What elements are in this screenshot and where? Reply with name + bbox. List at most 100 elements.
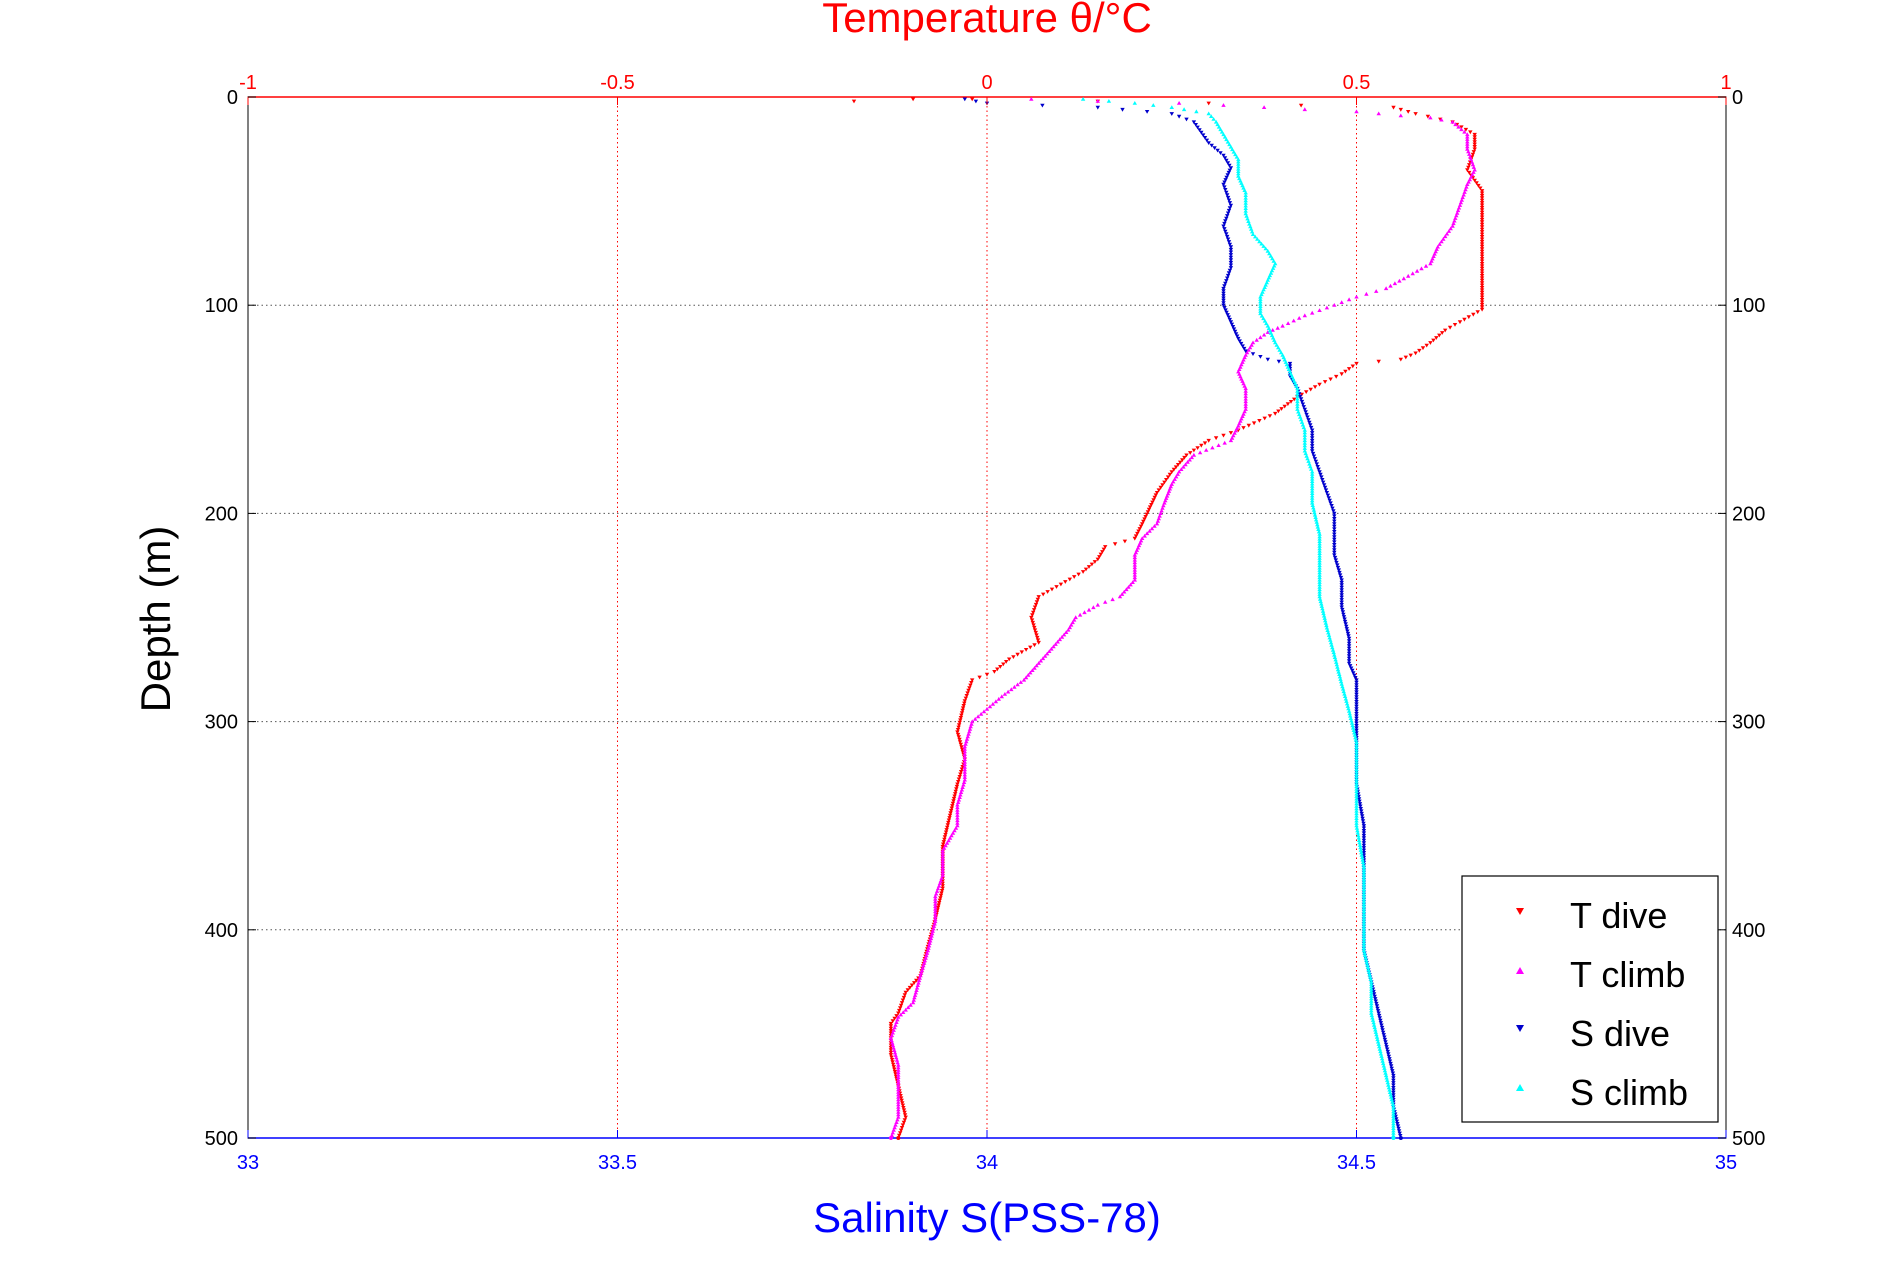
data-point [1295, 399, 1300, 404]
data-point [1219, 129, 1225, 134]
data-point [1361, 841, 1367, 845]
data-point [1431, 338, 1436, 343]
data-point [1253, 234, 1258, 239]
data-point [1370, 1015, 1375, 1020]
data-point [1391, 1126, 1396, 1130]
data-point [1307, 461, 1312, 466]
data-point [1228, 266, 1234, 270]
data-point [1479, 257, 1485, 261]
data-point [1248, 224, 1253, 229]
data-point [1367, 972, 1372, 977]
data-point [894, 1014, 899, 1018]
data-point [1354, 361, 1359, 366]
data-point [1361, 831, 1367, 836]
data-point [1387, 1057, 1392, 1061]
data-point [1270, 256, 1275, 261]
data-point [937, 898, 942, 903]
data-point [958, 792, 963, 797]
data-point [1236, 166, 1241, 171]
data-point [1470, 152, 1476, 157]
data-point [1385, 1049, 1390, 1054]
data-point [1246, 348, 1251, 352]
data-point [1310, 431, 1315, 435]
data-point [1310, 451, 1316, 456]
data-point [1373, 997, 1378, 1001]
data-point [1389, 1064, 1394, 1069]
data-point [1471, 312, 1476, 317]
data-point [1385, 1080, 1390, 1085]
data-point [1479, 286, 1485, 290]
data-point [1310, 486, 1315, 491]
data-point [1324, 491, 1330, 495]
data-point [1222, 134, 1228, 139]
data-point [911, 998, 916, 1002]
data-point [1295, 386, 1300, 391]
data-point [954, 784, 960, 789]
temperature-tick-label: 0.5 [1343, 72, 1371, 94]
data-point [1257, 419, 1262, 423]
data-point [1317, 580, 1322, 584]
data-point [1359, 811, 1364, 816]
data-point [893, 1122, 898, 1127]
data-point [1479, 196, 1485, 201]
data-point [1083, 567, 1089, 572]
data-point [1332, 532, 1337, 537]
data-point [1465, 142, 1470, 146]
data-point [1381, 1033, 1386, 1037]
data-point [1467, 154, 1473, 159]
data-point [943, 830, 949, 835]
data-point [1354, 750, 1359, 754]
data-point [1373, 999, 1378, 1004]
data-point [1332, 545, 1337, 550]
data-point [1353, 676, 1358, 680]
data-point [1213, 119, 1219, 124]
data-point [1174, 474, 1179, 479]
x-axis-label: Salinity S(PSS-78) [813, 1194, 1161, 1241]
data-point [1380, 1058, 1385, 1063]
data-point [1328, 638, 1333, 642]
data-point [949, 808, 954, 813]
data-point [930, 929, 935, 933]
data-point [1258, 335, 1263, 340]
data-point [892, 1016, 897, 1021]
data-point [1223, 178, 1228, 182]
data-point [1369, 979, 1374, 984]
data-point [1306, 459, 1311, 463]
data-point [891, 1065, 896, 1069]
data-point [962, 699, 967, 703]
data-point [1364, 960, 1369, 965]
data-point [1355, 830, 1360, 835]
data-point [891, 1028, 896, 1032]
data-point [1057, 637, 1062, 642]
data-point [1310, 491, 1315, 495]
data-point [1330, 506, 1335, 511]
data-point [896, 1097, 901, 1102]
data-point [892, 1048, 897, 1052]
data-point [962, 775, 967, 779]
data-point [962, 754, 967, 759]
data-point [1184, 117, 1189, 122]
data-point [940, 886, 945, 891]
data-point [1310, 474, 1315, 479]
data-point [946, 820, 951, 825]
data-point [947, 813, 953, 818]
data-point [918, 973, 923, 978]
data-point [888, 1136, 893, 1140]
temperature-tick-label: -1 [239, 72, 257, 94]
data-point [1369, 996, 1374, 1001]
data-point [1391, 1107, 1396, 1111]
data-point [1424, 343, 1429, 348]
data-point [1261, 244, 1266, 248]
data-point [1379, 1023, 1384, 1028]
data-point [1243, 386, 1248, 391]
data-point [1001, 662, 1006, 667]
depth-tick-label-left: 400 [205, 920, 238, 942]
data-point [1237, 339, 1242, 344]
data-point [1356, 833, 1361, 838]
data-point [1327, 498, 1332, 503]
data-point [1414, 268, 1420, 273]
data-point [969, 681, 974, 685]
data-point [1278, 350, 1284, 355]
data-point [1374, 1001, 1379, 1006]
data-point [1312, 385, 1318, 389]
